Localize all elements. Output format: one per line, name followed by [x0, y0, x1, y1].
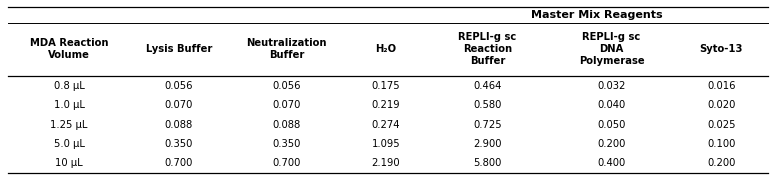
Text: 1.0 μL: 1.0 μL: [54, 100, 85, 110]
Text: 0.274: 0.274: [372, 120, 400, 129]
Text: 0.032: 0.032: [598, 81, 625, 91]
Text: Neutralization
Buffer: Neutralization Buffer: [246, 39, 327, 60]
Text: 0.200: 0.200: [598, 139, 625, 149]
Text: 0.219: 0.219: [372, 100, 400, 110]
Text: 0.400: 0.400: [598, 158, 625, 168]
Text: REPLI-g sc
DNA
Polymerase: REPLI-g sc DNA Polymerase: [579, 33, 644, 66]
Text: 0.088: 0.088: [165, 120, 192, 129]
Text: Lysis Buffer: Lysis Buffer: [146, 44, 212, 55]
Text: 1.25 μL: 1.25 μL: [50, 120, 88, 129]
Text: 0.200: 0.200: [707, 158, 736, 168]
Text: 1.095: 1.095: [372, 139, 400, 149]
Text: REPLI-g sc
Reaction
Buffer: REPLI-g sc Reaction Buffer: [459, 33, 517, 66]
Text: 0.175: 0.175: [372, 81, 400, 91]
Text: 0.016: 0.016: [707, 81, 736, 91]
Text: 10 μL: 10 μL: [55, 158, 83, 168]
Text: 0.8 μL: 0.8 μL: [54, 81, 85, 91]
Text: 0.100: 0.100: [707, 139, 736, 149]
Text: 0.070: 0.070: [272, 100, 300, 110]
Text: 0.025: 0.025: [707, 120, 736, 129]
Text: 0.464: 0.464: [473, 81, 502, 91]
Text: 2.900: 2.900: [473, 139, 502, 149]
Text: 0.725: 0.725: [473, 120, 502, 129]
Text: 5.0 μL: 5.0 μL: [54, 139, 85, 149]
Text: 0.088: 0.088: [272, 120, 300, 129]
Text: 0.350: 0.350: [272, 139, 300, 149]
Text: 0.040: 0.040: [598, 100, 625, 110]
Text: 0.056: 0.056: [272, 81, 300, 91]
Text: H₂O: H₂O: [376, 44, 397, 55]
Text: MDA Reaction
Volume: MDA Reaction Volume: [29, 39, 108, 60]
Text: 0.050: 0.050: [598, 120, 625, 129]
Text: 0.070: 0.070: [165, 100, 193, 110]
Text: Master Mix Reagents: Master Mix Reagents: [532, 10, 663, 20]
Text: 0.056: 0.056: [165, 81, 193, 91]
Text: 2.190: 2.190: [372, 158, 400, 168]
Text: 0.700: 0.700: [165, 158, 193, 168]
Text: 0.020: 0.020: [707, 100, 736, 110]
Text: Syto-13: Syto-13: [700, 44, 743, 55]
Text: 0.580: 0.580: [473, 100, 502, 110]
Text: 0.350: 0.350: [165, 139, 193, 149]
Text: 5.800: 5.800: [473, 158, 502, 168]
Text: 0.700: 0.700: [272, 158, 300, 168]
